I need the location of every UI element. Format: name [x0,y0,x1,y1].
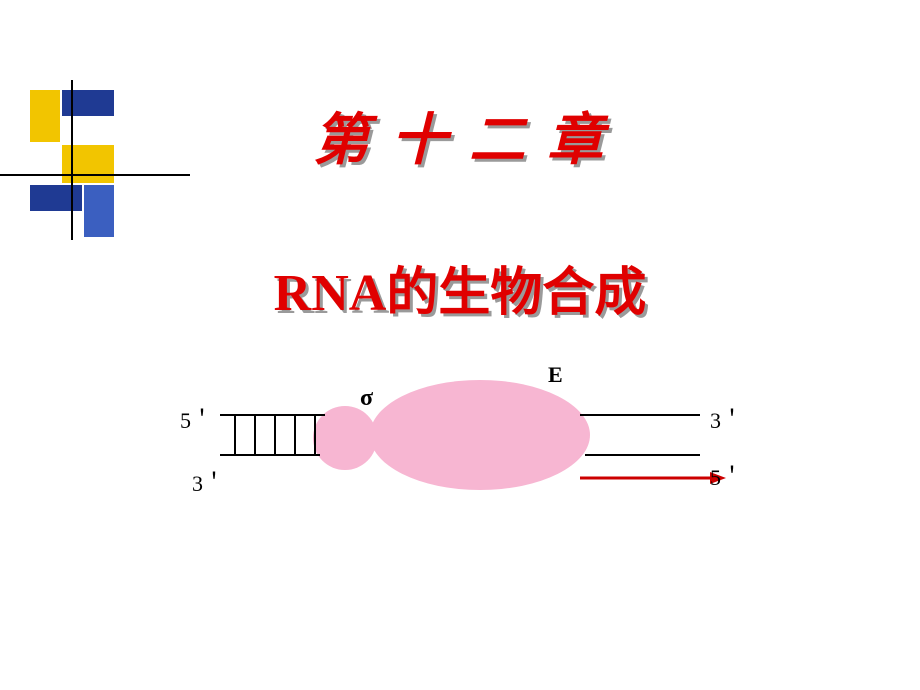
label-3prime-top-right: 3＇ [710,403,743,435]
rna-synthesis-diagram: 5＇ 3＇ 3＇ 5＇ σ E [170,360,750,520]
label-enzyme: E [548,362,563,388]
chapter-title: 第 十 二 章 第 十 二 章 [0,95,920,176]
enzyme-core-shape [370,380,590,490]
label-5prime-bottom-right: 5＇ [710,460,743,492]
label-3prime-bottom-left: 3＇ [192,466,225,498]
label-5prime-top-left: 5＇ [180,403,213,435]
chapter-subtitle-text: RNA的生物合成 [0,250,920,325]
chapter-title-text: 第 十 二 章 [0,95,920,176]
label-sigma: σ [360,385,373,412]
chapter-subtitle: RNA的生物合成 RNA的生物合成 [0,250,920,325]
